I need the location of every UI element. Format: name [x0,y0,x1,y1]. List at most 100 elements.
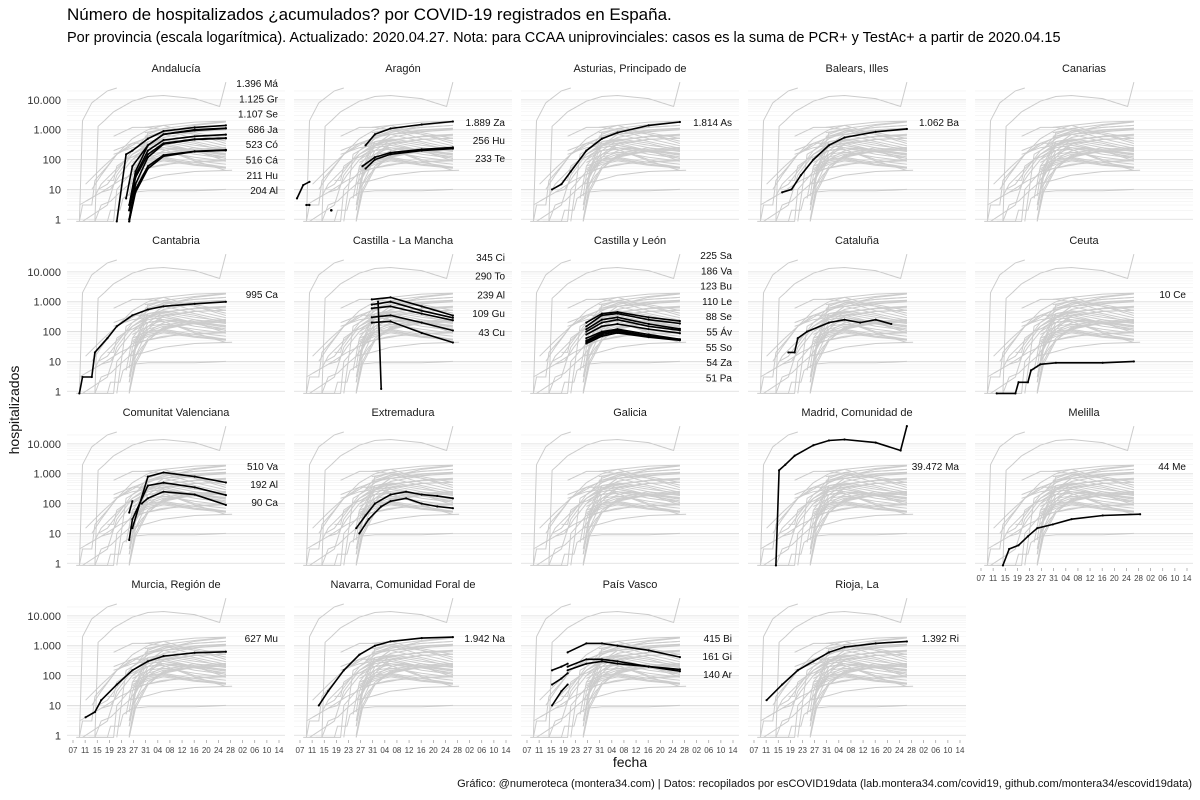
province-series [318,636,453,706]
series-point [616,318,619,321]
panel-title: Ceuta [1069,235,1099,247]
background-series [321,425,454,566]
series-point [1132,360,1135,363]
background-series [548,597,681,738]
series-point [874,642,877,645]
panel-title: Castilla - La Mancha [353,235,454,247]
background-series [551,293,680,362]
series-point [389,305,392,308]
x-tick-label: 31 [368,746,377,755]
panel-title: Castilla y León [594,235,666,247]
series-end-label: 995 Ca [246,290,279,301]
series-point [827,439,831,442]
series-point [389,640,392,643]
province-series [128,137,226,220]
background-series [132,485,226,499]
background-series [530,675,680,738]
y-tick-label: 1.000 [33,125,61,137]
background-series [788,491,892,525]
series-point [793,351,796,354]
y-tick-label: 10.000 [27,267,61,279]
background-series [769,532,907,566]
background-series [1040,503,1134,515]
series-point [389,151,392,154]
background-series [1040,485,1134,499]
x-tick-label: 16 [417,746,426,755]
series-point [389,300,392,303]
series-point [600,321,604,324]
series-point [317,704,320,707]
series-end-label: 510 Va [247,462,278,473]
series-point [146,308,150,311]
background-series [1036,310,1135,369]
series-point [329,208,333,212]
series-point [364,167,367,170]
x-tick-label: 15 [93,746,102,755]
series-point [134,176,137,179]
series-point [827,651,831,654]
background-series [561,491,665,525]
background-series [1039,299,1134,357]
province-series [775,425,908,566]
series-point [874,130,877,133]
background-series [999,464,1134,534]
series-point [420,637,423,640]
background-series [772,636,907,706]
background-series [539,468,680,529]
series-point [373,158,377,161]
background-series [561,663,665,697]
series-point [162,129,165,133]
background-series [315,360,453,394]
panel: Andalucía 1 10 100 1.000 10.000 1.396 Má 1.125 … [27,63,285,226]
series-point [905,640,908,643]
background-series [778,121,907,190]
background-series [757,675,907,738]
series-end-label: 290 To [475,272,505,283]
background-series [794,298,908,314]
background-series [586,151,680,163]
x-tick-label: 06 [704,746,713,755]
series-point [405,490,408,493]
series-point [373,133,377,136]
series-point [585,149,588,152]
background-series [132,323,226,335]
background-series [990,133,1134,222]
series-point [787,351,790,354]
series-point [115,325,118,328]
series-point [224,494,227,497]
background-series [794,126,908,142]
background-series [1039,127,1134,185]
background-series [303,331,453,394]
background-series [309,305,453,394]
x-tick-label: 20 [202,746,211,755]
x-tick-label: 07 [69,746,78,755]
series-point [420,305,423,308]
background-series [1052,468,1135,488]
background-series [548,253,681,394]
series-point [1026,381,1029,384]
series-point [364,514,367,517]
series-point [420,149,423,152]
x-tick-label: 02 [1146,574,1155,583]
series-point [859,321,862,324]
series-end-label: 516 Cá [246,156,279,167]
background-series [809,310,908,369]
x-tick-label: 12 [178,746,187,755]
background-series [1052,296,1135,316]
background-series [585,643,680,701]
x-tick-label: 24 [668,746,677,755]
x-tick-label: 06 [931,746,940,755]
series-point [420,309,423,312]
series-end-label: 204 Al [250,186,278,197]
series-point [1051,523,1054,526]
background-series [598,640,681,660]
panel: Canarias [975,63,1193,222]
series-point [874,318,877,321]
series-point [115,220,118,223]
background-series [107,491,211,525]
series-point [146,153,150,156]
background-series [545,636,680,706]
background-series [548,81,681,222]
series-point [162,471,165,474]
